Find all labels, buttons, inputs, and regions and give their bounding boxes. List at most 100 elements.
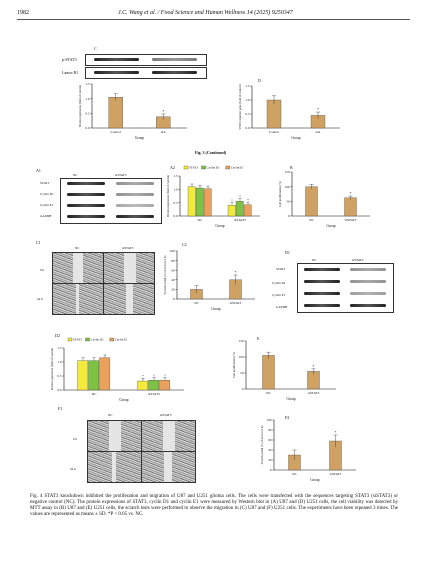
significance-marker: *	[350, 192, 352, 196]
significance-marker: *	[335, 431, 337, 435]
western-blot-d1	[297, 263, 394, 313]
blot-a1-row-stat3: STAT3	[40, 181, 50, 185]
western-blot-laminb1	[85, 67, 207, 79]
y-tick-label: 0.0	[245, 126, 249, 130]
panel-label-c: C	[94, 46, 97, 51]
y-tick-label: 20	[171, 288, 175, 292]
x-axis-label: Group	[119, 398, 128, 402]
legend-swatch	[85, 337, 90, 342]
x-tick-label: NC	[194, 301, 199, 305]
x-tick-label: NC	[292, 472, 297, 476]
legend-label: STAT3	[189, 166, 198, 170]
scratch-image-f1-nc-0h	[87, 420, 142, 452]
scratch-f1-time-0h: 0 h	[73, 437, 78, 441]
y-tick-label: 1.0	[57, 360, 61, 364]
y-tick-label: 40	[171, 278, 175, 282]
y-tick-label: 1.0	[173, 188, 177, 192]
panel-label-f2: F2	[285, 415, 290, 420]
scratch-image-c1-nc-0h	[52, 252, 104, 284]
y-tick-label: 0.5	[173, 201, 177, 205]
scratch-image-c1-si-0h	[103, 252, 155, 284]
y-axis-label: Cell proliferation (%)	[232, 352, 236, 378]
x-tick-label: Control	[269, 130, 279, 134]
legend-swatch	[67, 337, 73, 342]
y-tick-label: 50	[240, 371, 244, 375]
x-tick-label: NC	[92, 392, 97, 396]
significance-marker: *	[317, 108, 319, 112]
y-tick-label: 1.5	[57, 346, 61, 350]
x-axis-label: Group	[291, 136, 300, 140]
scratch-c1-nc-label: NC	[75, 246, 80, 250]
bar	[307, 371, 320, 390]
blot-a1-row-gapdh: GAPDH	[40, 214, 52, 218]
y-tick-label: 100	[267, 418, 272, 422]
y-tick-label: 0	[173, 297, 175, 301]
x-tick-label: siSTAT3	[308, 391, 320, 395]
scratch-image-c1-nc-24h	[52, 283, 104, 315]
y-tick-label: 80	[268, 428, 272, 432]
y-tick-label: 1.0	[245, 98, 249, 102]
y-tick-label: 0.0	[173, 214, 177, 218]
y-tick-label: 40	[268, 448, 272, 452]
x-axis-label: Group	[286, 397, 295, 401]
scratch-c1-time-24h: 24 h	[37, 297, 43, 301]
panel-label-a1: A1	[36, 168, 41, 173]
bar	[243, 204, 252, 217]
scratch-f1-nc-label: NC	[108, 413, 113, 417]
blot-d1-nc-label: NC	[312, 258, 317, 262]
western-blot-a1	[60, 178, 162, 224]
y-tick-label: 150	[239, 339, 244, 343]
legend-swatch	[183, 165, 189, 170]
panel-label-d1: D1	[285, 250, 290, 255]
bar	[235, 201, 244, 217]
y-tick-label: 0.5	[245, 112, 249, 116]
bar	[187, 186, 196, 217]
legend-label: Cyclin E1	[115, 338, 128, 342]
panel-label-c1: C1	[36, 240, 41, 245]
legend-swatch	[109, 337, 114, 342]
bar	[159, 380, 171, 391]
y-tick-label: 1.5	[85, 82, 89, 86]
bar	[137, 380, 149, 391]
panel-label-a2: A2	[170, 165, 175, 170]
y-tick-label: 100	[239, 355, 244, 359]
header-rule	[17, 19, 410, 20]
legend-label: STAT3	[73, 338, 82, 342]
bar	[99, 357, 111, 391]
significance-marker: *	[162, 110, 164, 114]
x-tick-label: NC	[266, 391, 271, 395]
y-tick-label: 60	[171, 268, 175, 272]
chart-fig4-e: 0 50 100 150 Cell proliferation (%) Group NC si…	[232, 339, 336, 401]
y-tick-label: 60	[268, 438, 272, 442]
bar	[227, 205, 236, 217]
x-axis-label: Group	[310, 478, 319, 482]
fig4-caption: Fig. 4 STAT3 knockdown inhibited the pro…	[30, 494, 398, 518]
panel-label-d2: D2	[55, 333, 60, 338]
y-tick-label: 0.5	[57, 374, 61, 378]
blot-label-pstat3: p-STAT3	[62, 57, 77, 62]
chart-fig4-b: 0 50 100 150 Cell proliferation (%) Group NC si…	[278, 170, 370, 228]
y-tick-label: 0.5	[85, 112, 89, 116]
bar	[262, 355, 275, 390]
y-tick-label: 0	[270, 468, 272, 472]
running-header: J.C. Wang et al. / Food Science and Huma…	[118, 10, 293, 16]
bar	[77, 360, 89, 391]
significance-marker: *	[239, 195, 241, 199]
y-axis-label: Scratch width (% of 24 h to 0 h)	[260, 426, 264, 465]
panel-label-c2: C2	[182, 242, 187, 247]
legend-label: Cyclin D1	[91, 338, 105, 342]
y-tick-label: 150	[285, 170, 290, 174]
x-tick-label: OA	[316, 130, 321, 134]
scratch-f1-si-label: siSTAT3	[160, 413, 172, 417]
bar	[344, 197, 357, 217]
y-tick-label: 80	[171, 259, 175, 263]
blot-d1-row-stat3: STAT3	[276, 267, 286, 271]
significance-marker: *	[164, 373, 166, 377]
y-axis-label: Scratch width (% of 24 h to 0 h)	[163, 256, 167, 295]
scratch-image-f1-si-0h	[141, 420, 196, 452]
significance-marker: *	[142, 374, 144, 378]
y-axis-label: STAT3 reporter gene (fold of control)	[238, 84, 242, 129]
